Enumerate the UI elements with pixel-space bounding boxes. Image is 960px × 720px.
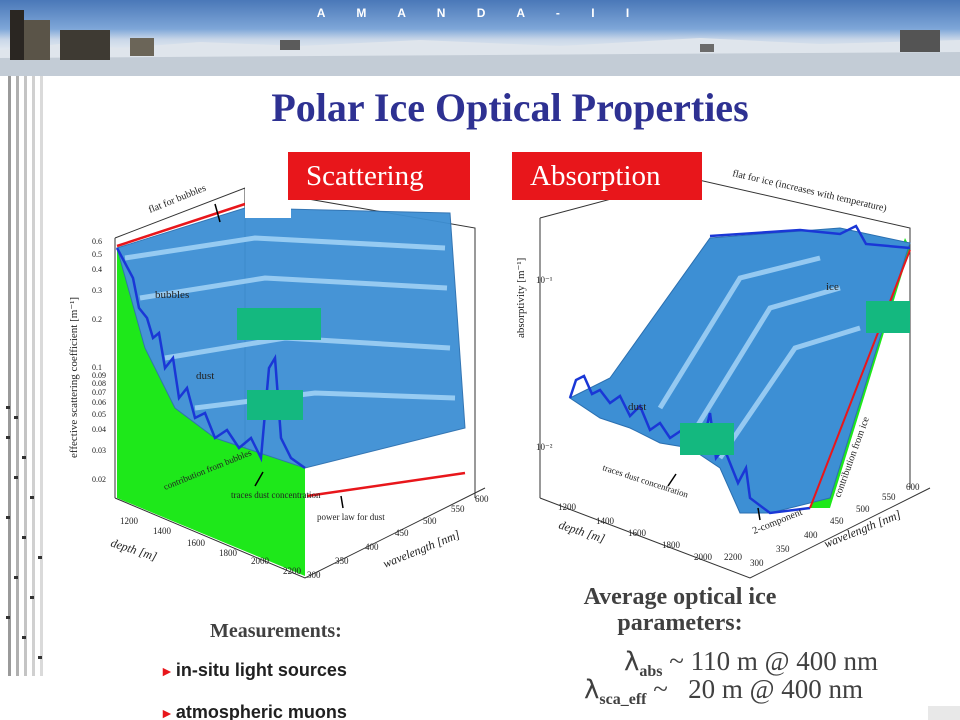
- banner-photo: A M A N D A - I I: [0, 0, 960, 76]
- absorb-wl-tick: 500: [856, 504, 870, 514]
- scatter-depth-tick: 1400: [153, 526, 172, 536]
- average-params-title: Average optical ice parameters:: [583, 584, 777, 636]
- scatter-ytick: 0.5: [92, 250, 102, 259]
- scatter-depth-label: depth [m]: [109, 536, 159, 564]
- scatter-annot-traces: traces dust concentration: [231, 490, 321, 500]
- scatter-ytick: 0.02: [92, 475, 106, 484]
- absorb-wl-tick: 550: [882, 492, 896, 502]
- lambda-sca-symbol: λ: [584, 675, 600, 705]
- scatter-wl-tick: 450: [395, 528, 409, 538]
- absorb-wl-tick: 350: [776, 544, 790, 554]
- scattering-plot: 0.6 0.5 0.4 0.3 0.2 0.1 0.09 0.08 0.07 0…: [68, 168, 489, 580]
- absorb-ylabel: absorptivity [m⁻¹]: [515, 258, 527, 338]
- lambda-abs-sub: abs: [639, 663, 663, 680]
- absorb-ytick: 10⁻¹: [536, 275, 553, 285]
- banner-title: A M A N D A - I I: [316, 6, 644, 20]
- absorption-plot: 10⁻¹ 10⁻² absorptivity [m⁻¹] 1200 1400 1…: [515, 168, 931, 579]
- absorb-depth-tick: 1600: [628, 528, 647, 538]
- absorb-depth-tick: 1800: [662, 540, 681, 550]
- absorb-depth-tick: 1400: [596, 516, 615, 526]
- scatter-ytick: 0.2: [92, 315, 102, 324]
- absorb-wl-tick: 450: [830, 516, 844, 526]
- scatter-depth-tick: 1600: [187, 538, 206, 548]
- scatter-wl-tick: 350: [335, 556, 349, 566]
- lambda-abs-line: λabs ~ 110 m @ 400 nm: [624, 646, 878, 681]
- banner-landscape: [0, 10, 960, 76]
- scatter-wl-tick: 300: [307, 570, 321, 580]
- scattering-tag: Scattering: [288, 152, 470, 200]
- measurement-item-label: atmospheric muons: [175, 702, 347, 720]
- scatter-depth-tick: 1200: [120, 516, 139, 526]
- absorption-tag: Absorption: [512, 152, 702, 200]
- absorb-annot-dust: dust: [628, 401, 646, 413]
- measurements-title: Measurements:: [210, 620, 342, 642]
- scatter-ytick: 0.08: [92, 379, 106, 388]
- absorb-ytick: 10⁻²: [536, 442, 553, 452]
- absorb-annot-ice: ice: [826, 281, 839, 293]
- scatter-ytick: 0.06: [92, 398, 106, 407]
- scatter-ytick: 0.1: [92, 363, 102, 372]
- scatter-ylabel: effective scattering coefficient [m⁻¹]: [68, 297, 80, 458]
- scatter-wl-tick: 500: [423, 516, 437, 526]
- absorb-wl-tick: 600: [906, 482, 920, 492]
- scatter-depth-tick: 1800: [219, 548, 238, 558]
- scatter-annot-flat: flat for bubbles: [147, 183, 208, 216]
- scatter-ytick: 0.09: [92, 371, 106, 380]
- scatter-depth-tick: 2000: [251, 556, 270, 566]
- scatter-wl-tick: 600: [475, 494, 489, 504]
- measurement-item-label: in-situ light sources: [175, 660, 347, 680]
- scatter-ytick: 0.3: [92, 286, 102, 295]
- absorb-depth-tick: 2000: [694, 552, 713, 562]
- bullet-arrow-icon: ►: [160, 705, 174, 720]
- scatter-ytick: 0.03: [92, 446, 106, 455]
- scatter-wl-tick: 550: [451, 504, 465, 514]
- lambda-abs-symbol: λ: [624, 647, 640, 677]
- lambda-abs-value: ~ 110 m @ 400 nm: [662, 646, 878, 676]
- absorb-depth-tick: 1200: [558, 502, 577, 512]
- lambda-sca-value: ~ 20 m @ 400 nm: [646, 674, 863, 704]
- scatter-ytick: 0.05: [92, 410, 106, 419]
- scatter-ytick: 0.04: [92, 425, 106, 434]
- scatter-ytick: 0.6: [92, 237, 102, 246]
- absorb-annot-traces: traces dust concentration: [601, 462, 690, 499]
- measurement-item: ► atmospheric muons: [160, 702, 347, 720]
- measurement-item: ► in-situ light sources: [160, 660, 347, 681]
- scatter-wl-tick: 400: [365, 542, 379, 552]
- absorb-wl-tick: 400: [804, 530, 818, 540]
- scatter-annot-power: power law for dust: [317, 512, 385, 522]
- absorb-depth-tick: 2200: [724, 552, 743, 562]
- absorb-wl-tick: 300: [750, 558, 764, 568]
- lambda-sca-line: λsca_eff ~ 20 m @ 400 nm: [584, 674, 863, 709]
- corner-box: [928, 706, 960, 720]
- scatter-ytick: 0.07: [92, 388, 106, 397]
- page-title: Polar Ice Optical Properties: [271, 85, 749, 130]
- bullet-arrow-icon: ►: [160, 663, 174, 679]
- scatter-annot-bubbles: bubbles: [155, 289, 189, 301]
- scatter-depth-tick: 2200: [283, 566, 302, 576]
- lambda-sca-sub: sca_eff: [599, 691, 647, 708]
- scatter-annot-dust: dust: [196, 370, 214, 382]
- left-stripes: [6, 76, 43, 676]
- scatter-ytick: 0.4: [92, 265, 102, 274]
